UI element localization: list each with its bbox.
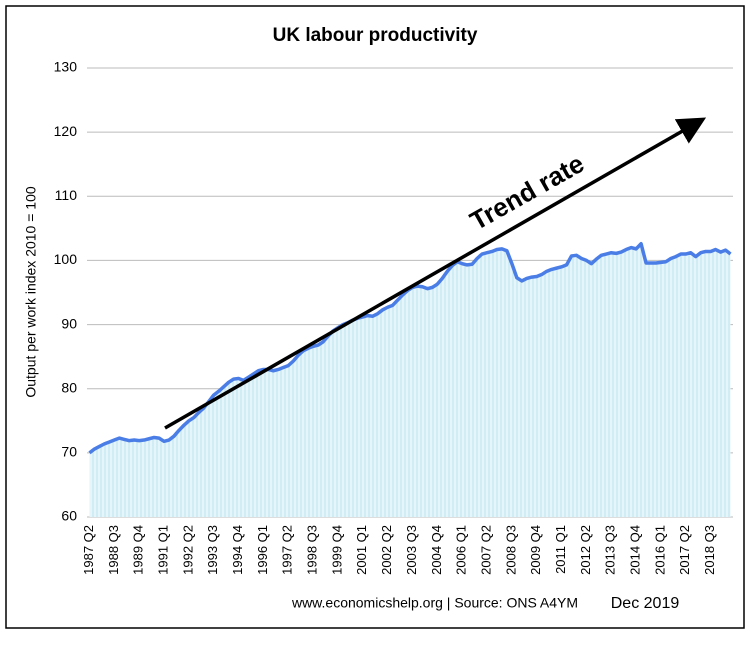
x-tick-label: 2014 Q4 xyxy=(628,525,643,575)
y-tick-label: 60 xyxy=(61,508,77,524)
x-tick-label: 2003 Q3 xyxy=(404,525,419,575)
trend-arrow xyxy=(164,117,707,430)
x-tick-label: 1998 Q3 xyxy=(305,525,320,575)
area-hatch xyxy=(89,243,731,517)
x-tick-label: 1996 Q1 xyxy=(255,525,270,575)
x-tick-label: 2008 Q3 xyxy=(503,525,518,575)
plot: 60 70 80 90 100 110 120 130 1987 Q2 1988 Q3 1989 Q… xyxy=(54,59,733,575)
x-tick-label: 1994 Q4 xyxy=(230,525,245,575)
chart-title: UK labour productivity xyxy=(273,25,478,46)
x-tick-label: 1999 Q4 xyxy=(329,525,344,575)
x-tick-label: 2017 Q2 xyxy=(677,525,692,575)
x-tick-label: 1987 Q2 xyxy=(81,525,96,575)
y-tick-label: 80 xyxy=(61,379,77,395)
x-tick-label: 2018 Q3 xyxy=(702,525,717,575)
x-tick-label: 2004 Q4 xyxy=(429,525,444,575)
y-tick-label: 110 xyxy=(55,187,78,203)
x-tick-label: 1997 Q2 xyxy=(280,525,295,575)
x-tick-label: 2009 Q4 xyxy=(528,525,543,575)
x-tick-label: 2012 Q2 xyxy=(578,525,593,575)
y-tick-label: 90 xyxy=(61,315,77,331)
y-tick-label: 70 xyxy=(61,444,77,460)
y-tick-label: 130 xyxy=(54,59,78,75)
frame xyxy=(5,5,745,629)
x-tick-label: 1993 Q3 xyxy=(205,525,220,575)
x-tick-label: 2006 Q1 xyxy=(454,525,469,575)
y-tick-label: 100 xyxy=(54,251,78,267)
x-tick-label: 1992 Q2 xyxy=(180,525,195,575)
x-tick-label: 2013 Q3 xyxy=(603,525,618,575)
annotation: Trend rate xyxy=(465,148,589,236)
x-tick-label: 2007 Q2 xyxy=(478,525,493,575)
x-tick-label: 2002 Q2 xyxy=(379,525,394,575)
x-tick-label: 2011 Q1 xyxy=(553,525,568,574)
x-tick-label: 2001 Q1 xyxy=(354,525,369,575)
date-note: Dec 2019 xyxy=(611,595,680,612)
x-tick-label: 1991 Q1 xyxy=(155,525,170,575)
y-tick-label: 120 xyxy=(54,123,78,139)
source: www.economicshelp.org | Source: ONS A4YM xyxy=(291,595,578,611)
y-axis-label: Output per work index 2010 = 100 xyxy=(23,186,39,398)
x-tick-label: 1988 Q3 xyxy=(106,525,121,575)
x-tick-label: 2016 Q1 xyxy=(652,525,667,575)
x-tick-label: 1989 Q4 xyxy=(131,525,146,575)
